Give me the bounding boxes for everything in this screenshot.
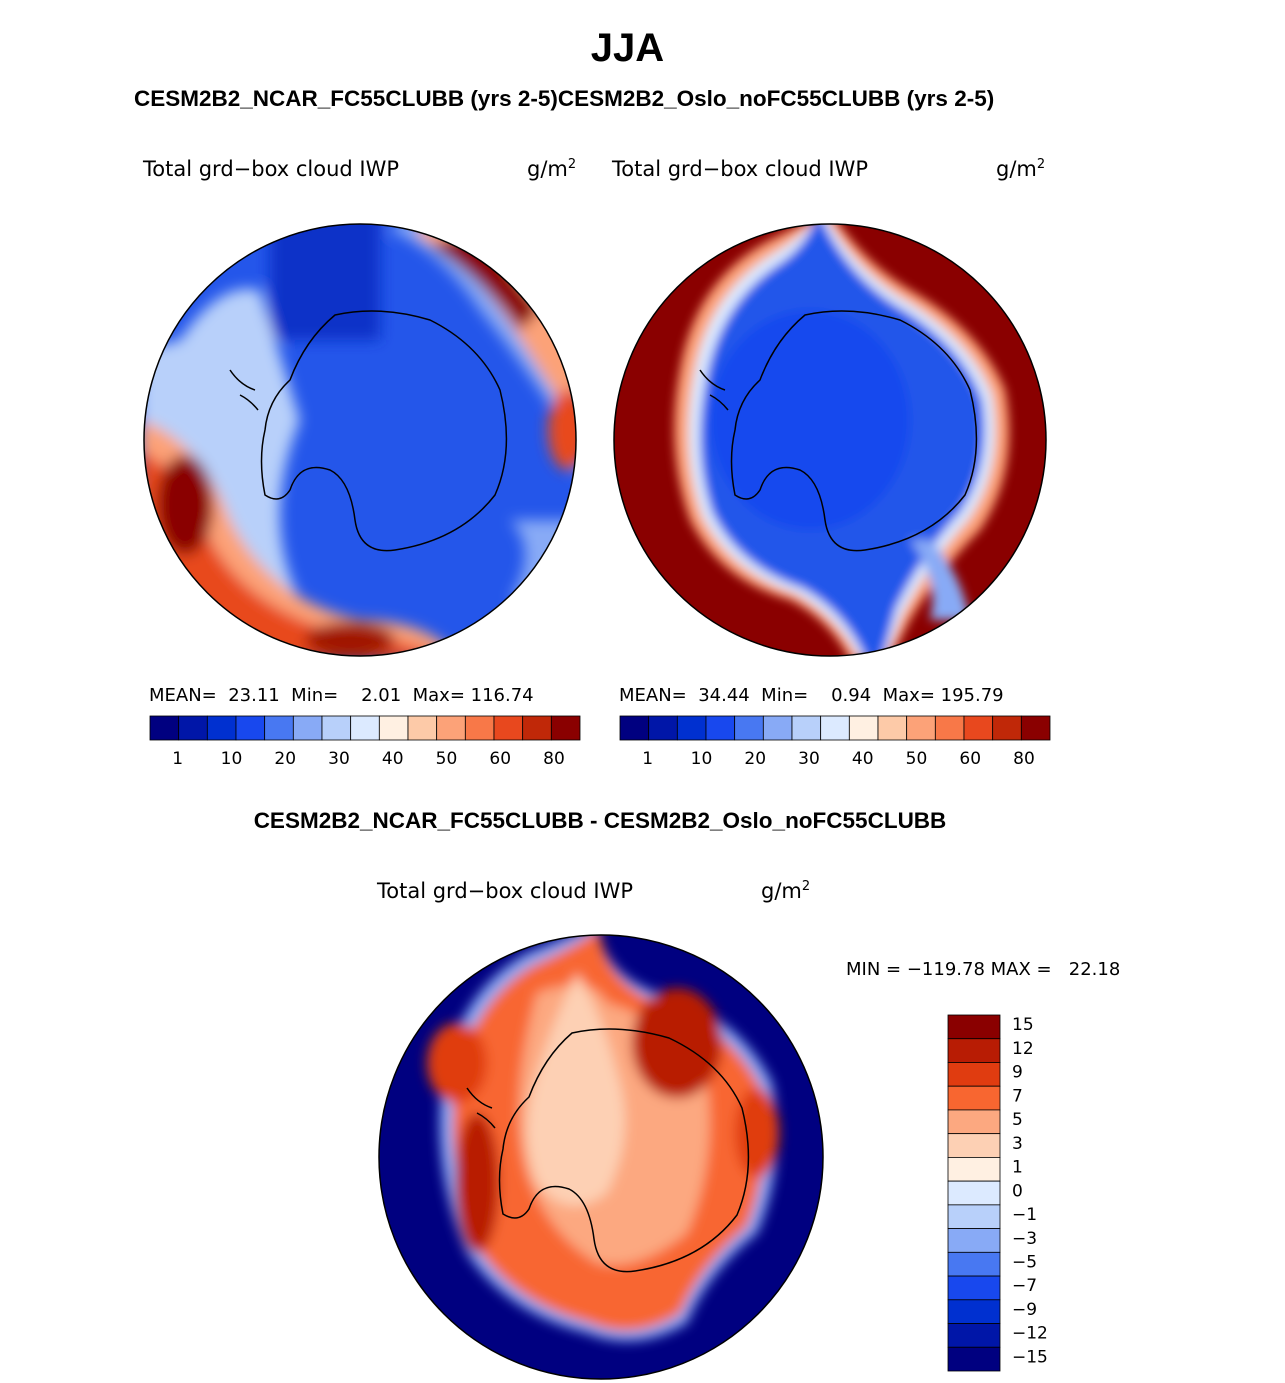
map-difference [378, 934, 824, 1380]
panel-oslo-stats: MEAN= 34.44 Min= 0.94 Max= 195.79 [619, 685, 1004, 706]
panel-diff-minmax: MIN = −119.78 MAX = 22.18 [846, 959, 1121, 980]
colorbar-diff-label: −9 [1012, 1300, 1037, 1320]
colorbar-ncar-label: 80 [543, 749, 565, 769]
colorbar-ncar-swatch [550, 715, 581, 741]
colorbar-oslo-swatch [963, 715, 994, 741]
colorbar-oslo-swatch [934, 715, 965, 741]
panel-ncar-stats: MEAN= 23.11 Min= 2.01 Max= 116.74 [149, 685, 534, 706]
colorbar-oslo-swatch [820, 715, 850, 741]
colorbar-diff-label: 0 [1012, 1181, 1023, 1201]
colorbar-diff-swatch [947, 1323, 1001, 1348]
map-ncar [143, 223, 577, 657]
colorbar-oslo-label: 50 [906, 749, 928, 769]
colorbar-ncar-swatch [350, 715, 380, 741]
colorbar-oslo: 1 10 20 30 40 50 60 80 [619, 715, 1051, 769]
panel-diff-variable: Total grd−box cloud IWP [377, 879, 634, 903]
colorbar-diff-swatch [947, 1180, 1001, 1206]
colorbar-diff-swatch [947, 1251, 1001, 1277]
colorbar-diff-swatch [947, 1062, 1001, 1087]
difference-title: CESM2B2_NCAR_FC55CLUBB - CESM2B2_Oslo_no… [253, 808, 947, 833]
colorbar-oslo-swatch [705, 715, 736, 741]
colorbar-diff-swatch [947, 1014, 1001, 1040]
panel-oslo-units: g/m2 [996, 157, 1046, 181]
colorbar-oslo-swatch [648, 715, 678, 741]
colorbar-oslo-swatch [791, 715, 822, 741]
colorbar-ncar-label: 30 [328, 749, 350, 769]
colorbar-ncar-swatch [493, 715, 524, 741]
colorbar-diff-swatch [947, 1133, 1001, 1158]
panel-ncar-units: g/m2 [527, 157, 577, 181]
colorbar-oslo-label: 80 [1013, 749, 1035, 769]
panel-oslo-variable: Total grd−box cloud IWP [612, 157, 869, 181]
colorbar-ncar-swatch [235, 715, 266, 741]
colorbar-diff-label: −7 [1012, 1276, 1037, 1296]
colorbar-diff-label: 1 [1012, 1158, 1023, 1178]
colorbar-ncar-label: 10 [221, 749, 243, 769]
panel-diff-units: g/m2 [761, 879, 811, 903]
colorbar-ncar-swatch [378, 715, 409, 741]
colorbar-ncar-swatch [436, 715, 466, 741]
colorbar-ncar-swatch [321, 715, 352, 741]
colorbar-ncar-label: 20 [274, 749, 296, 769]
colorbar-oslo-swatch [762, 715, 793, 741]
colorbar-oslo-swatch [906, 715, 936, 741]
colorbar-ncar-label: 1 [172, 749, 183, 769]
colorbar-diff-swatch [947, 1275, 1001, 1301]
colorbar-diff-swatch [947, 1156, 1001, 1182]
colorbar-oslo-swatch [1020, 715, 1051, 741]
colorbar-diff-swatch [947, 1038, 1001, 1063]
colorbar-oslo-swatch [676, 715, 707, 741]
colorbar-ncar-swatch [292, 715, 323, 741]
colorbar-ncar-swatch [464, 715, 495, 741]
colorbar-ncar-swatch [206, 715, 237, 741]
colorbar-ncar-swatch [178, 715, 208, 741]
colorbar-diff-label: 15 [1012, 1015, 1034, 1035]
colorbar-diff-label: −15 [1012, 1347, 1048, 1367]
colorbar-diff-label: −5 [1012, 1253, 1037, 1273]
colorbar-diff-swatch [947, 1109, 1001, 1135]
panel-ncar-variable: Total grd−box cloud IWP [143, 157, 400, 181]
colorbar-diff-label: 3 [1012, 1134, 1023, 1154]
colorbar-diff-label: 5 [1012, 1110, 1023, 1130]
colorbar-oslo-swatch [734, 715, 764, 741]
colorbar-ncar: 1 10 20 30 40 50 60 80 [149, 715, 581, 769]
colorbar-diff-swatch [947, 1204, 1001, 1230]
colorbar-diff-swatch [947, 1085, 1001, 1111]
colorbar-oslo-label: 10 [691, 749, 713, 769]
colorbar-oslo-swatch [992, 715, 1022, 741]
colorbar-diff: 15 12 9 7 5 3 1 0 −1 −3 −5 −7 −9 −12 −15 [947, 1014, 1048, 1372]
colorbar-oslo-swatch [877, 715, 908, 741]
colorbar-diff-label: −12 [1012, 1324, 1048, 1344]
colorbar-diff-swatch [947, 1299, 1001, 1324]
colorbar-ncar-swatch [522, 715, 552, 741]
colorbar-ncar-label: 50 [436, 749, 458, 769]
colorbar-ncar-swatch [149, 715, 180, 741]
colorbar-oslo-label: 20 [744, 749, 766, 769]
colorbar-ncar-label: 40 [382, 749, 404, 769]
colorbar-diff-label: −3 [1012, 1229, 1037, 1249]
colorbar-diff-label: 7 [1012, 1086, 1023, 1106]
colorbar-oslo-swatch [848, 715, 879, 741]
colorbar-ncar-swatch [407, 715, 438, 741]
colorbar-oslo-label: 30 [798, 749, 820, 769]
colorbar-ncar-swatch [264, 715, 294, 741]
figure-title: JJA [590, 26, 665, 70]
figure-subtitle: CESM2B2_NCAR_FC55CLUBB (yrs 2-5)CESM2B2_… [134, 86, 995, 111]
colorbar-oslo-swatch [619, 715, 650, 741]
colorbar-ncar-label: 60 [489, 749, 511, 769]
colorbar-oslo-label: 40 [852, 749, 874, 769]
colorbar-oslo-label: 60 [959, 749, 981, 769]
colorbar-diff-swatch [947, 1228, 1001, 1253]
colorbar-diff-label: 12 [1012, 1039, 1034, 1059]
colorbar-diff-label: 9 [1012, 1063, 1023, 1083]
colorbar-diff-label: −1 [1012, 1205, 1037, 1225]
colorbar-diff-swatch [947, 1346, 1001, 1372]
colorbar-oslo-label: 1 [642, 749, 653, 769]
map-oslo [613, 223, 1047, 657]
